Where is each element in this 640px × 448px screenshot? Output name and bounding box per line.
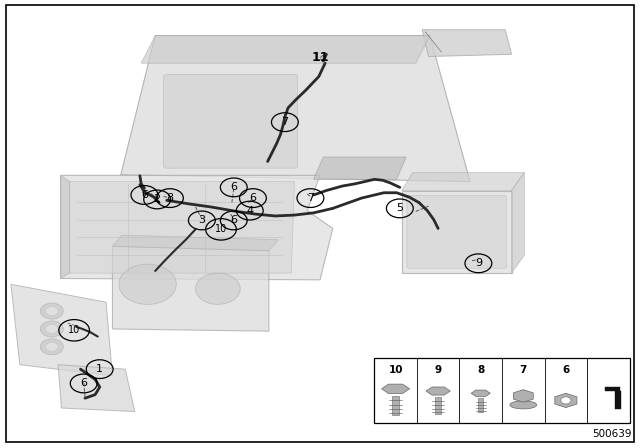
Bar xyxy=(392,396,399,415)
Text: 5: 5 xyxy=(396,203,403,213)
Text: 6: 6 xyxy=(250,193,257,203)
Text: 3: 3 xyxy=(198,215,205,225)
Text: 6: 6 xyxy=(563,366,570,375)
Circle shape xyxy=(40,303,63,319)
Polygon shape xyxy=(422,30,511,56)
Polygon shape xyxy=(402,172,524,190)
Circle shape xyxy=(45,306,58,315)
Polygon shape xyxy=(121,35,470,181)
Polygon shape xyxy=(70,181,294,273)
Polygon shape xyxy=(381,384,410,393)
Text: 500639: 500639 xyxy=(592,429,632,439)
FancyBboxPatch shape xyxy=(407,195,506,268)
Polygon shape xyxy=(58,365,135,412)
Text: 11: 11 xyxy=(311,52,329,65)
Polygon shape xyxy=(314,157,406,179)
Polygon shape xyxy=(61,175,333,280)
Circle shape xyxy=(40,339,63,355)
Bar xyxy=(374,358,630,423)
Text: 10: 10 xyxy=(68,325,80,335)
Text: 7: 7 xyxy=(282,117,289,127)
Text: 6: 6 xyxy=(141,190,148,200)
Text: 9: 9 xyxy=(435,366,442,375)
Text: 10: 10 xyxy=(215,224,227,234)
Circle shape xyxy=(195,273,240,304)
Text: 4: 4 xyxy=(246,206,253,215)
Text: 7: 7 xyxy=(307,193,314,203)
Circle shape xyxy=(119,264,176,304)
Text: 1: 1 xyxy=(96,364,103,374)
Polygon shape xyxy=(555,393,577,408)
Circle shape xyxy=(561,397,571,404)
Text: 6: 6 xyxy=(80,379,87,388)
Text: 8: 8 xyxy=(477,366,484,375)
FancyBboxPatch shape xyxy=(164,74,298,168)
Polygon shape xyxy=(605,387,621,409)
Text: 7: 7 xyxy=(520,366,527,375)
Polygon shape xyxy=(513,390,533,402)
Polygon shape xyxy=(61,175,70,279)
Text: 2: 2 xyxy=(154,194,161,204)
Polygon shape xyxy=(113,246,269,331)
Text: 10: 10 xyxy=(388,366,403,375)
Text: 9: 9 xyxy=(475,258,482,268)
Polygon shape xyxy=(11,284,113,376)
Polygon shape xyxy=(511,172,524,273)
Text: 6: 6 xyxy=(230,215,237,225)
Polygon shape xyxy=(113,235,278,251)
Polygon shape xyxy=(402,190,511,273)
Text: 6: 6 xyxy=(230,182,237,192)
Polygon shape xyxy=(471,390,490,396)
Bar xyxy=(435,397,442,414)
Circle shape xyxy=(40,321,63,337)
Polygon shape xyxy=(141,35,430,63)
Circle shape xyxy=(45,342,58,351)
Bar xyxy=(478,398,483,413)
Circle shape xyxy=(45,324,58,333)
Polygon shape xyxy=(426,387,451,395)
Text: 8: 8 xyxy=(166,193,173,203)
Ellipse shape xyxy=(510,401,537,409)
